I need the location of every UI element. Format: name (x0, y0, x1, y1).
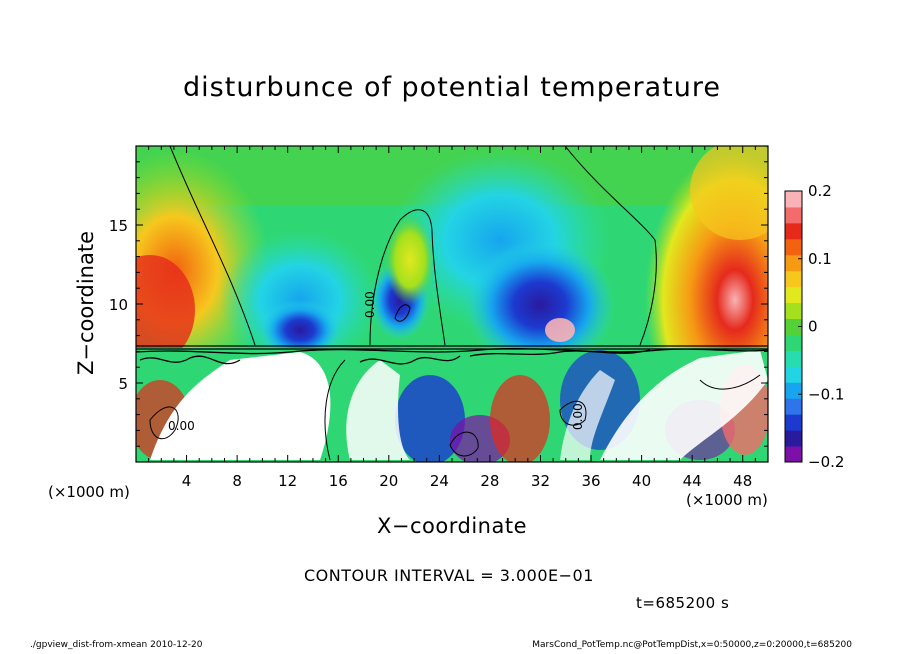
heatmap-field (136, 146, 768, 462)
footer-left: ./gpview_dist-from-xmean 2010-12-20 (30, 640, 203, 650)
colorbar-swatch (785, 270, 802, 288)
x-tick-label: 8 (232, 472, 242, 490)
y-tick-label: 15 (109, 217, 128, 235)
x-tick-label: 16 (329, 472, 348, 490)
colorbar-swatch (785, 430, 802, 447)
colorbar-swatch (785, 334, 802, 351)
colorbar-swatch (785, 398, 802, 415)
time-stamp: t=685200 s (636, 594, 730, 612)
contour-labels: 0.00 0.00 0.00 (168, 291, 585, 433)
x-tick-label: 48 (733, 472, 752, 490)
x-tick-label: 32 (531, 472, 550, 490)
x-tick-label: 36 (581, 472, 600, 490)
x-axis-label-text: X−coordinate (377, 514, 527, 538)
x-tick-label: 20 (379, 472, 398, 490)
x-axis: 4 8 12 16 20 24 28 32 36 40 44 48 (148, 146, 756, 490)
x-tick-label: 24 (430, 472, 449, 490)
colorbar-swatch (785, 366, 802, 383)
colorbar-tick-label: 0.1 (808, 250, 832, 268)
colorbar-tick-label: −0.1 (808, 385, 844, 403)
colorbar-swatch (785, 286, 802, 304)
colorbar-swatch (785, 350, 802, 367)
colorbar-swatch (785, 382, 802, 399)
y-axis: 5 10 15 (109, 161, 768, 447)
colorbar-swatch (785, 206, 802, 224)
y-tick-label: 5 (118, 375, 128, 393)
footer-right: MarsCond_PotTemp.nc@PotTempDist,x=0:5000… (532, 640, 852, 650)
colorbar-swatch (785, 222, 802, 240)
colorbar-swatch (785, 302, 802, 320)
x-axis-label: X−coordinate (0, 514, 904, 538)
contour-interval: CONTOUR INTERVAL = 3.000E−01 (304, 566, 594, 585)
colorbar-swatch (785, 446, 802, 463)
contour-label: 0.00 (168, 419, 195, 433)
colorbar-swatch (785, 414, 802, 431)
colorbar-swatch (785, 318, 802, 335)
y-tick-label: 10 (109, 296, 128, 314)
x-tick-label: 40 (632, 472, 651, 490)
colorbar-swatch (785, 254, 802, 272)
x-unit-left: (×1000 m) (48, 483, 130, 501)
contour-label: 0.00 (571, 403, 585, 430)
x-tick-label: 28 (480, 472, 499, 490)
x-tick-label: 44 (683, 472, 702, 490)
colorbar-tick-label: 0.2 (808, 182, 832, 200)
colorbar-tick-label: 0 (808, 318, 818, 336)
y-axis-label: Z−coordinate (74, 231, 98, 375)
colorbar-swatch (785, 191, 802, 208)
x-unit-right: (×1000 m) (686, 491, 768, 509)
x-tick-label: 12 (278, 472, 297, 490)
contour-label: 0.00 (363, 291, 377, 318)
colorbar-tick-label: −0.2 (808, 453, 844, 471)
chart-title: disturbunce of potential temperature (183, 72, 721, 103)
x-tick-label: 4 (182, 472, 192, 490)
colorbar: 0.2 0.1 0 −0.1 −0.2 (784, 182, 844, 471)
colorbar-swatch (785, 238, 802, 256)
